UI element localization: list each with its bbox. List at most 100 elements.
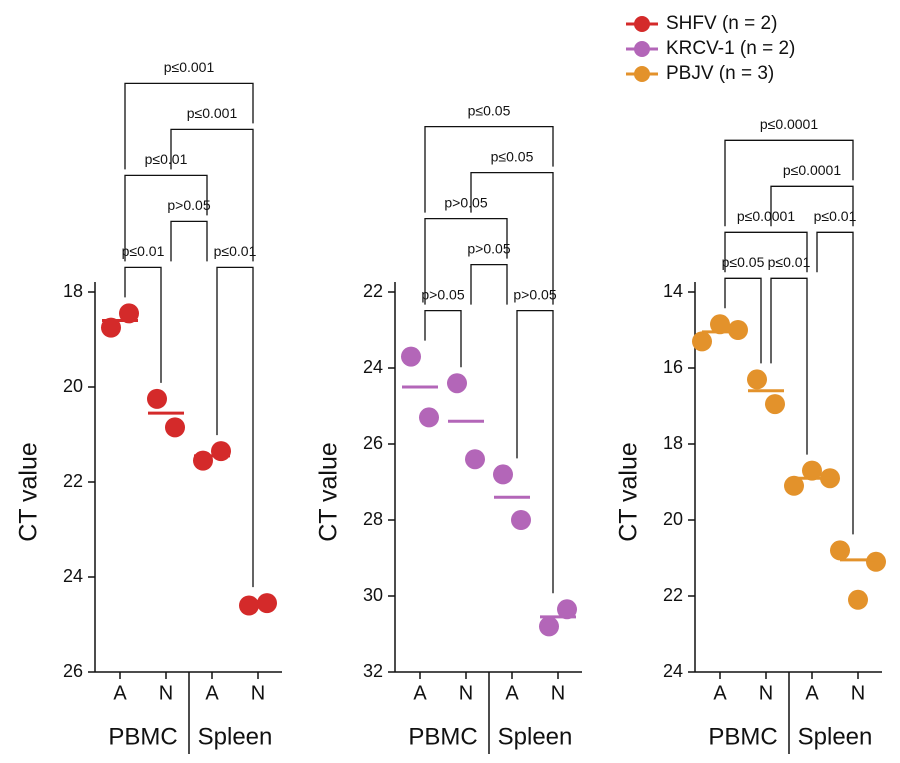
y-tick-label: 18 <box>663 433 683 453</box>
data-point <box>848 589 868 610</box>
y-tick-label: 24 <box>663 661 683 681</box>
bracket-label: p>0.05 <box>421 286 464 302</box>
data-point <box>802 460 822 481</box>
bracket <box>424 125 554 213</box>
group-label: PBMC <box>108 723 177 750</box>
data-point <box>747 369 767 390</box>
data-point <box>511 510 531 530</box>
bracket <box>516 309 554 594</box>
data-point <box>784 475 804 496</box>
y-axis-label: CT value <box>315 442 343 542</box>
y-tick-label: 22 <box>363 281 383 301</box>
y-tick-label: 22 <box>663 585 683 605</box>
bracket <box>124 174 208 262</box>
y-tick-label: 20 <box>663 509 683 529</box>
legend-marker <box>634 41 650 57</box>
x-tick-label: N <box>759 682 773 704</box>
y-tick-label: 22 <box>63 471 83 491</box>
x-tick-label: N <box>851 682 865 704</box>
bracket-label: p≤0.05 <box>722 254 765 270</box>
y-tick-label: 30 <box>363 585 383 605</box>
y-tick-label: 24 <box>363 357 383 377</box>
legend-label: PBJV (n = 3) <box>666 63 774 84</box>
data-point <box>830 540 850 561</box>
y-tick-label: 26 <box>63 661 83 681</box>
data-point <box>193 450 213 471</box>
y-tick-label: 24 <box>63 566 83 586</box>
x-tick-label: A <box>113 682 127 704</box>
data-point <box>401 346 421 367</box>
bracket-label: p≤0.01 <box>122 243 165 259</box>
x-tick-label: N <box>159 682 173 704</box>
data-point <box>557 599 577 620</box>
bracket <box>816 231 854 535</box>
bracket-label: p≤0.001 <box>187 105 238 121</box>
x-tick-label: A <box>413 682 427 704</box>
y-tick-label: 32 <box>363 661 383 681</box>
bracket <box>724 277 762 364</box>
bracket <box>424 309 462 368</box>
y-tick-label: 26 <box>363 433 383 453</box>
bracket <box>770 277 808 455</box>
bracket-label: p≤0.01 <box>145 151 188 167</box>
y-tick-label: 16 <box>663 357 683 377</box>
y-tick-label: 18 <box>63 281 83 301</box>
bracket <box>124 266 162 383</box>
bracket <box>724 231 808 273</box>
y-tick-label: 20 <box>63 376 83 396</box>
bracket <box>170 220 208 262</box>
bracket-label: p≤0.05 <box>491 148 534 164</box>
bracket-label: p>0.05 <box>467 240 510 256</box>
legend-marker <box>634 16 650 32</box>
group-label: PBMC <box>708 723 777 750</box>
bracket-label: p≤0.01 <box>768 254 811 270</box>
bracket <box>170 128 254 262</box>
group-label: Spleen <box>798 723 873 750</box>
bracket <box>124 82 254 170</box>
x-tick-label: A <box>805 682 819 704</box>
x-tick-label: A <box>205 682 219 704</box>
bracket <box>770 185 854 227</box>
data-point <box>147 388 167 409</box>
bracket-label: p>0.05 <box>444 194 487 210</box>
bracket-label: p≤0.05 <box>468 102 511 118</box>
bracket <box>724 139 854 227</box>
legend-label: SHFV (n = 2) <box>666 13 777 34</box>
bracket <box>470 263 508 305</box>
bracket-label: p≤0.0001 <box>760 116 819 132</box>
x-tick-label: N <box>551 682 565 704</box>
group-label: PBMC <box>408 723 477 750</box>
x-tick-label: N <box>251 682 265 704</box>
bracket-label: p≤0.001 <box>164 59 215 75</box>
data-point <box>465 449 485 470</box>
legend-label: KRCV-1 (n = 2) <box>666 38 795 59</box>
data-point <box>165 417 185 438</box>
data-point <box>119 303 139 324</box>
bracket-label: p≤0.0001 <box>783 162 842 178</box>
bracket <box>216 266 254 588</box>
y-tick-label: 14 <box>663 281 683 301</box>
data-point <box>728 320 748 340</box>
data-point <box>692 331 712 352</box>
bracket-label: p≤0.0001 <box>737 208 796 224</box>
data-point <box>539 616 559 637</box>
y-axis-label: CT value <box>15 442 43 542</box>
group-label: Spleen <box>198 723 273 750</box>
legend-marker <box>634 66 650 82</box>
bracket-label: p>0.05 <box>167 197 210 213</box>
data-point <box>211 441 231 462</box>
x-tick-label: A <box>713 682 727 704</box>
y-tick-label: 28 <box>363 509 383 529</box>
data-point <box>101 317 121 338</box>
x-tick-label: A <box>505 682 519 704</box>
data-point <box>710 314 730 335</box>
group-label: Spleen <box>498 723 573 750</box>
data-point <box>419 407 439 428</box>
data-point <box>866 551 886 572</box>
y-axis-label: CT value <box>615 442 643 542</box>
x-tick-label: N <box>459 682 473 704</box>
bracket-label: p≤0.01 <box>814 208 857 224</box>
data-point <box>447 373 467 394</box>
bracket-label: p>0.05 <box>513 286 556 302</box>
